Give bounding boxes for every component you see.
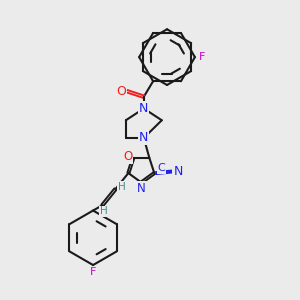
Text: N: N xyxy=(137,182,146,195)
Text: H: H xyxy=(100,206,108,217)
Text: F: F xyxy=(199,52,205,62)
Text: N: N xyxy=(139,131,148,144)
Text: O: O xyxy=(123,150,132,163)
Text: H: H xyxy=(118,182,126,192)
Text: N: N xyxy=(173,165,183,178)
Text: F: F xyxy=(90,267,96,277)
Text: C: C xyxy=(158,163,165,173)
Text: O: O xyxy=(116,85,126,98)
Text: N: N xyxy=(139,102,148,115)
